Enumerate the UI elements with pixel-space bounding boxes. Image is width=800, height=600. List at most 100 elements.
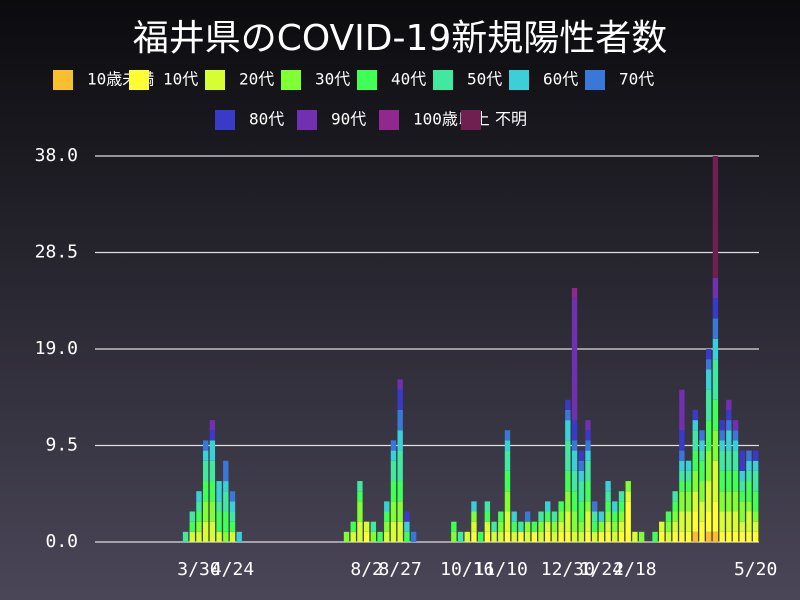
bar-segment <box>196 491 202 502</box>
bar-segment <box>229 491 236 502</box>
bar-segment <box>712 338 719 360</box>
bar-segment <box>216 501 222 512</box>
bar-segment <box>384 501 390 512</box>
bar-segment <box>598 521 605 532</box>
bar-segment <box>591 531 598 542</box>
bar-segment <box>719 450 725 471</box>
bar-segment <box>397 501 403 522</box>
bar-segment <box>672 511 678 522</box>
bar-segment <box>699 521 705 542</box>
bar-segment <box>216 481 222 502</box>
bar-segment <box>752 460 759 471</box>
bar-segment <box>545 501 551 512</box>
bar-segment <box>692 409 698 421</box>
bar-segment <box>196 531 202 542</box>
bar-segment <box>685 460 692 471</box>
bar-segment <box>216 511 222 532</box>
bar-segment <box>719 420 725 431</box>
bar-segment <box>377 531 383 542</box>
legend-swatch <box>461 110 481 130</box>
bar-segment <box>632 531 638 542</box>
bar-segment <box>732 470 739 492</box>
bar-segment <box>363 521 370 532</box>
bar-segment <box>357 501 363 522</box>
bar-segment <box>390 440 397 451</box>
bar-segment <box>659 521 665 532</box>
bar-segment <box>397 450 403 482</box>
bar-segment <box>612 521 618 532</box>
bar-segment <box>196 501 202 512</box>
bar-segment <box>504 450 511 471</box>
bar-segment <box>229 521 236 532</box>
bar-segment <box>692 511 698 532</box>
bar-segment <box>531 521 537 532</box>
bar-segment <box>692 430 698 451</box>
bar-segment <box>384 521 390 532</box>
bar-segment <box>699 501 705 522</box>
bar-segment <box>732 440 739 451</box>
bar-segment <box>578 531 584 542</box>
bar-segment <box>511 511 517 522</box>
legend-swatch <box>379 110 399 130</box>
bar-segment <box>545 511 551 522</box>
bar-segment <box>585 481 591 502</box>
bar-segment <box>618 531 625 542</box>
bar-segment <box>739 501 745 522</box>
legend-swatch <box>433 70 453 90</box>
bar-segment <box>504 430 511 441</box>
bar-segment <box>585 501 591 512</box>
bar-segment <box>578 501 584 522</box>
bar-segment <box>504 440 511 451</box>
bar-segment <box>679 470 685 482</box>
bar-segment <box>477 531 484 542</box>
bar-segment <box>189 511 195 522</box>
legend-label: 90代 <box>331 110 366 129</box>
bar-segment <box>679 511 685 532</box>
bar-segment <box>384 511 390 522</box>
bar-segment <box>585 531 591 542</box>
bar-segment <box>712 460 719 502</box>
bar-segment <box>739 521 745 532</box>
bar-segment <box>692 470 698 492</box>
bar-segment <box>504 531 511 542</box>
bar-segment <box>719 491 725 512</box>
bar-segment <box>605 521 611 532</box>
bar-segment <box>746 460 752 471</box>
x-tick-label: 4/24 <box>211 559 254 580</box>
bar-segment <box>612 501 618 512</box>
bar-segment <box>578 521 584 532</box>
bar-segment <box>638 531 645 542</box>
bar-segment <box>712 501 719 532</box>
bar-segment <box>685 470 692 482</box>
bar-segment <box>545 531 551 542</box>
bar-segment <box>357 491 363 502</box>
bar-segment <box>665 531 672 542</box>
bar-segment <box>665 521 672 532</box>
bar-segment <box>498 531 504 542</box>
bar-segment <box>471 531 477 542</box>
bar-segment <box>223 531 229 542</box>
bar-segment <box>202 450 209 461</box>
bar-segment <box>692 450 698 471</box>
legend-label: 20代 <box>239 70 274 89</box>
bar-segment <box>665 511 672 522</box>
bar-segment <box>706 359 712 370</box>
bar-segment <box>726 450 732 471</box>
bar-segment <box>706 450 712 482</box>
bar-segment <box>625 501 631 542</box>
bar-segment <box>484 531 491 542</box>
bar-segment <box>410 531 417 542</box>
bar-segment <box>350 521 356 532</box>
bar-segment <box>739 491 745 502</box>
bar-segment <box>679 450 685 461</box>
bar-segment <box>679 531 685 542</box>
bar-segment <box>390 501 397 522</box>
bar-segment <box>679 481 685 492</box>
bar-segment <box>471 521 477 532</box>
bar-segment <box>209 420 216 431</box>
bar-segment <box>209 430 216 441</box>
bar-segment <box>752 531 759 542</box>
bar-segment <box>685 531 692 542</box>
bar-segment <box>209 440 216 461</box>
legend-swatch <box>585 70 605 90</box>
